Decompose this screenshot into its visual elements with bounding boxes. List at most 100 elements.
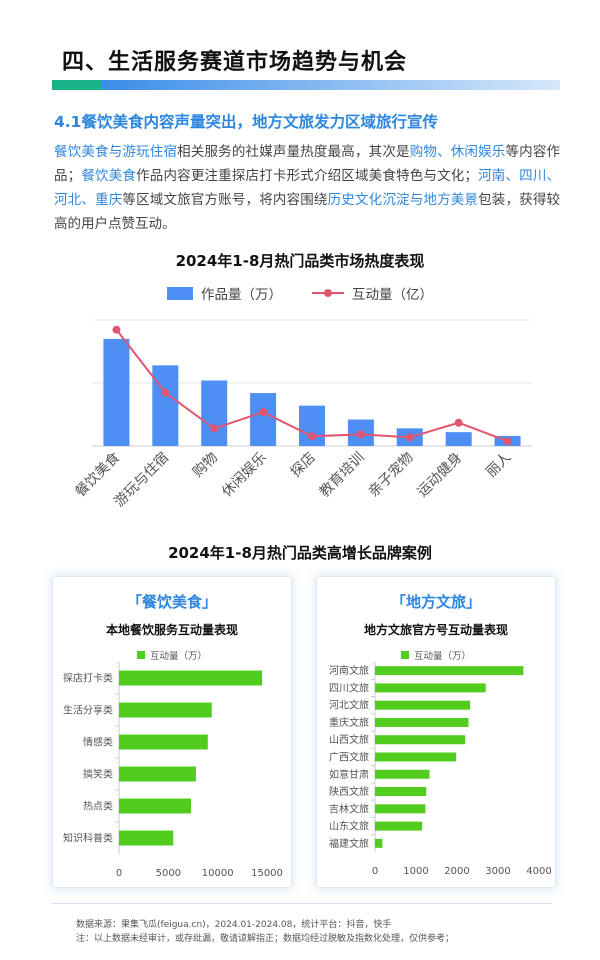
legend-swatch — [136, 651, 145, 659]
category-label: 生活分享类 — [63, 704, 113, 717]
category-label: 陕西文旅 — [329, 785, 369, 798]
legend-bar-swatch — [167, 286, 193, 300]
bar — [119, 830, 174, 846]
tourism-bar-chart: 0 1000 2000 3000 4000 河南文旅四川文旅河北文旅重庆文旅山西文旅广西文… — [329, 662, 552, 877]
para-text: 包装，获得较高的用户点赞互动。 — [54, 192, 561, 232]
para-text: 等区域文旅官方账号，将内容围绕 — [122, 192, 328, 208]
card-heading: 「餐饮美食」 — [126, 593, 217, 611]
legend-label: 互动量（万） — [149, 651, 207, 662]
bar — [375, 821, 423, 831]
summary-paragraph: 餐饮美食与游玩住宿相关服务的社媒声量热度最高，其次是购物、休闲娱乐等内容作品；餐… — [54, 140, 560, 236]
card-legend: 互动量（万） — [317, 648, 555, 662]
bar — [375, 666, 524, 676]
category-label: 四川文旅 — [329, 681, 369, 694]
para-highlight: 餐饮美食 — [81, 168, 137, 184]
footer: 数据来源：果集飞瓜(feigua.cn)，2024.01-2024.08，统计平… — [76, 918, 454, 946]
card-heading: 「地方文旅」 — [390, 593, 481, 611]
line-point — [112, 325, 121, 334]
legend-line-label: 互动量（亿） — [352, 287, 433, 303]
bar — [375, 787, 427, 797]
subsection-title: 4.1餐饮美食内容声量突出，地方文旅发力区域旅行宣传 — [54, 113, 438, 131]
tourism-case-card: 「地方文旅」 地方文旅官方号互动量表现 互动量（万） 0 1000 2000 3000… — [316, 576, 556, 888]
category-label: 购物 — [190, 450, 221, 481]
para-highlight: 历史文化沉淀与地方美景 — [327, 192, 479, 208]
category-label: 河南文旅 — [329, 664, 369, 677]
footer-source: 数据来源：果集飞瓜(feigua.cn)，2024.01-2024.08，统计平… — [76, 920, 392, 930]
bar — [119, 670, 263, 686]
category-label: 探店打卡类 — [63, 672, 113, 685]
legend-line-swatch — [312, 286, 344, 300]
category-label: 山东文旅 — [329, 820, 369, 833]
bar — [375, 838, 383, 848]
category-label: 福建文旅 — [329, 837, 369, 850]
card-chart-title: 本地餐饮服务互动量表现 — [105, 623, 238, 637]
para-text: 相关服务的社媒声量热度最高，其次是 — [177, 144, 410, 160]
bar — [375, 769, 430, 779]
bar — [201, 380, 228, 446]
line-point — [308, 432, 316, 441]
main-chart-legend: 作品量（万） 互动量（亿） — [0, 283, 600, 303]
bar — [119, 798, 192, 814]
main-chart-title: 2024年1-8月热门品类市场热度表现 — [175, 252, 425, 270]
bar — [375, 717, 469, 727]
category-label: 重庆文旅 — [329, 716, 369, 729]
category-label: 热点类 — [83, 800, 113, 813]
category-label: 搞笑类 — [83, 768, 113, 781]
bar — [103, 338, 130, 446]
line-point — [356, 430, 365, 439]
bar — [119, 766, 196, 782]
bar — [119, 734, 208, 750]
x-tick-label: 0 — [372, 866, 378, 877]
legend-label: 互动量（万） — [413, 651, 471, 662]
category-label: 山西文旅 — [329, 733, 369, 746]
bar — [375, 752, 457, 762]
cases-title: 2024年1-8月热门品类高增长品牌案例 — [168, 544, 432, 562]
card-legend: 互动量（万） — [53, 648, 291, 662]
card-chart-title: 地方文旅官方号互动量表现 — [363, 623, 508, 637]
line-point — [503, 437, 512, 446]
category-label: 知识科普类 — [63, 832, 113, 845]
x-tick-label: 1000 — [403, 866, 428, 877]
bar — [375, 700, 471, 710]
category-label: 广西文旅 — [329, 751, 369, 764]
bar — [375, 683, 486, 693]
line-point — [454, 418, 463, 427]
category-label: 教育培训 — [317, 450, 368, 501]
x-tick-label: 5000 — [156, 868, 181, 879]
para-highlight: 餐饮美食与游玩住宿 — [54, 144, 178, 160]
line-point — [161, 388, 170, 397]
category-label: 情感类 — [83, 736, 113, 749]
title-underline-blue — [102, 80, 560, 90]
category-label: 丽人 — [483, 450, 514, 481]
section-title: 四、生活服务赛道市场趋势与机会 — [62, 50, 408, 75]
x-tick-label: 15000 — [251, 868, 283, 879]
bar — [119, 702, 212, 718]
x-tick-label: 10000 — [202, 868, 234, 879]
legend-bar-label: 作品量（万） — [201, 287, 282, 303]
para-text: 等内容作品； — [54, 144, 561, 184]
footer-note: 注：以上数据未经审计，或存纰漏，敬请谅解指正；数据均经过脱敏及指数化处理，仅供参… — [76, 934, 455, 944]
food-case-card: 「餐饮美食」 本地餐饮服务互动量表现 互动量（万） 0 5000 10000 1500… — [52, 576, 292, 888]
line-point — [405, 433, 414, 442]
legend-swatch — [400, 651, 409, 659]
category-label: 亲子宠物 — [366, 450, 417, 501]
bar — [375, 735, 466, 745]
category-label: 餐饮美食 — [72, 449, 124, 501]
bar — [152, 365, 179, 446]
category-label: 吉林文旅 — [329, 802, 369, 815]
line-point — [210, 424, 219, 433]
category-label: 休闲娱乐 — [219, 450, 270, 501]
category-label: 运动健身 — [415, 450, 466, 501]
para-text: 作品内容更注重探店打卡形式介绍区域美食特色与文化； — [136, 168, 478, 184]
bar — [250, 393, 277, 446]
bar — [375, 804, 426, 814]
category-label: 如意甘肃 — [329, 768, 369, 781]
line-point — [259, 408, 268, 417]
x-tick-label: 2000 — [444, 866, 469, 877]
bar — [445, 432, 472, 446]
x-tick-label: 3000 — [485, 866, 510, 877]
footer-divider — [52, 903, 552, 904]
